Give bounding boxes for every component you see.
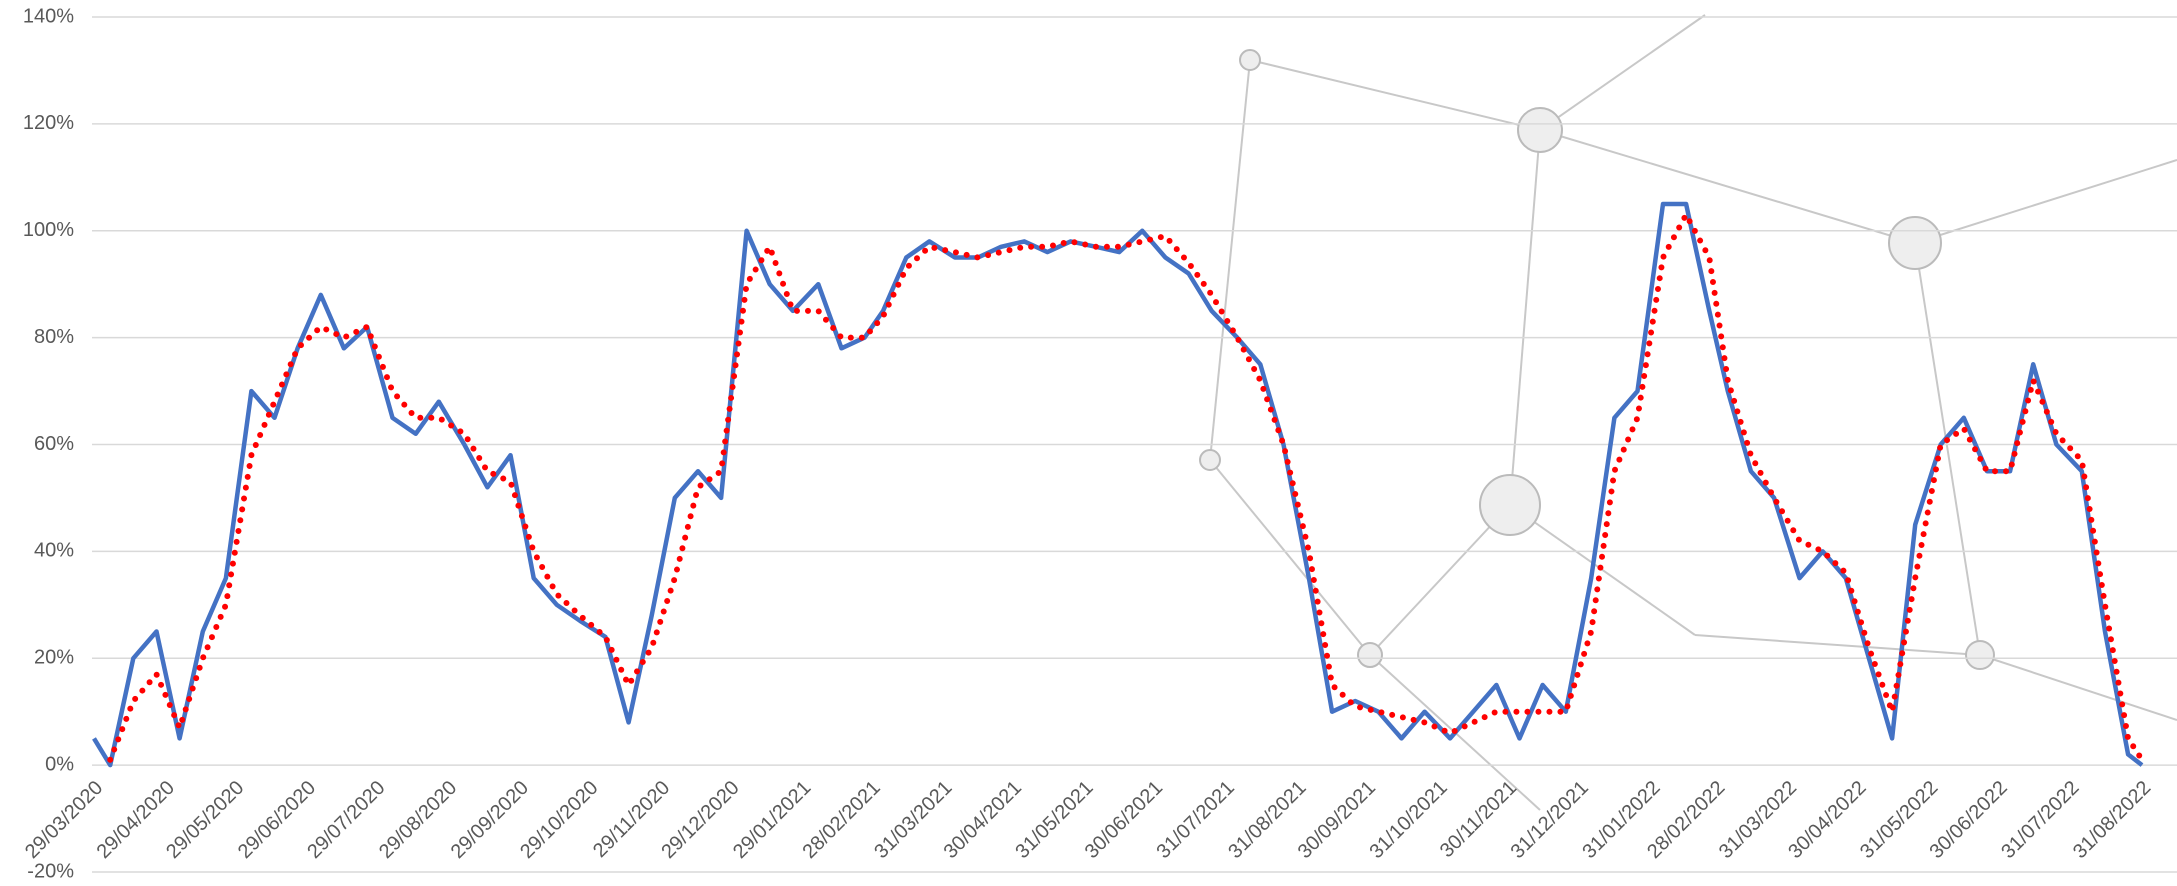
decor-line: [1980, 655, 2177, 720]
decor-node: [1480, 475, 1540, 535]
decor-line: [1510, 130, 1540, 505]
y-tick-label: 20%: [34, 647, 74, 669]
decor-line: [1510, 505, 1695, 635]
y-tick-label: 100%: [23, 219, 74, 241]
decor-node: [1889, 217, 1941, 269]
series-line: [110, 215, 2142, 760]
decor-line: [1915, 243, 1980, 655]
decor-node: [1966, 641, 1994, 669]
y-tick-label: 140%: [23, 5, 74, 27]
y-tick-label: -20%: [27, 860, 74, 882]
decor-node: [1358, 643, 1382, 667]
chart: -20%0%20%40%60%80%100%120%140%29/03/2020…: [0, 0, 2177, 886]
decor-line: [1695, 635, 1980, 655]
decor-node: [1240, 50, 1260, 70]
y-tick-label: 60%: [34, 433, 74, 455]
y-tick-label: 80%: [34, 326, 74, 348]
x-tick-label: 31/08/2022: [2069, 777, 2155, 863]
decor-line: [1540, 15, 1705, 130]
background-network: [1200, 15, 2177, 810]
decor-line: [1210, 60, 1250, 460]
decor-node: [1518, 108, 1562, 152]
decor-node: [1200, 450, 1220, 470]
y-tick-label: 0%: [45, 753, 74, 775]
y-tick-label: 120%: [23, 112, 74, 134]
decor-line: [1540, 130, 1915, 243]
series-line: [94, 204, 2142, 765]
y-tick-label: 40%: [34, 540, 74, 562]
decor-line: [1250, 60, 1540, 130]
